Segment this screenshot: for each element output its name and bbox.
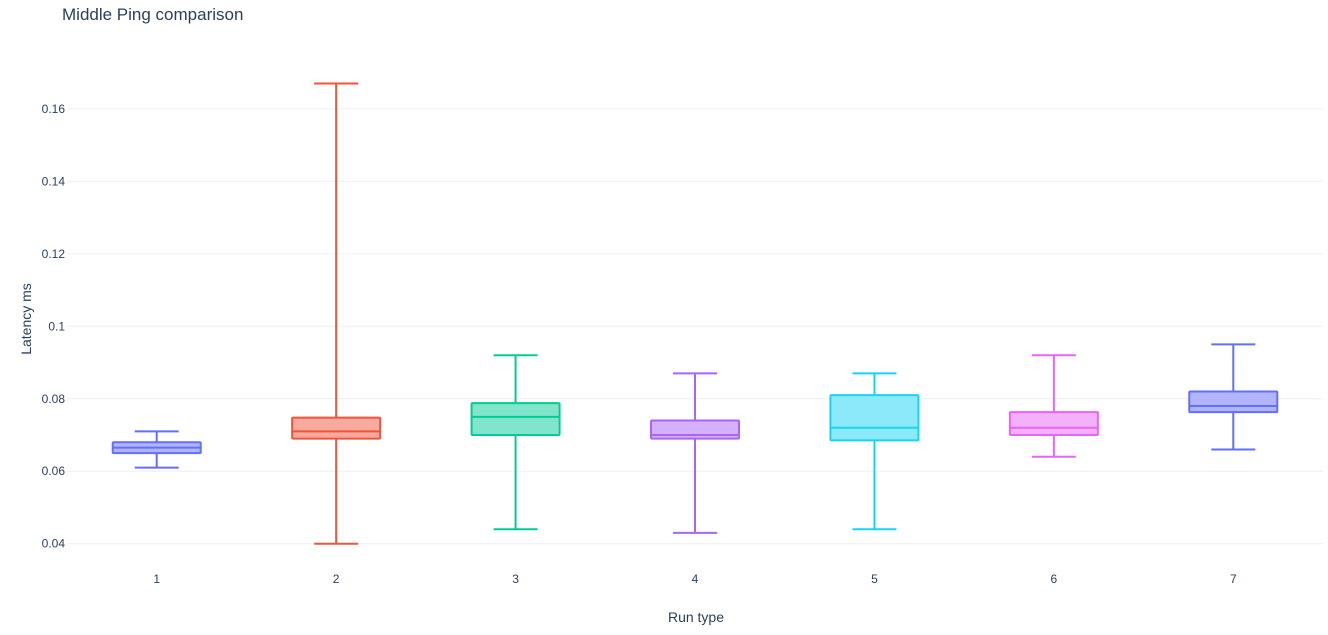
x-tick-label: 4 — [692, 572, 699, 586]
iqr-box — [829, 394, 920, 442]
y-axis-ticks: 0.04 0.06 0.08 0.1 0.12 0.14 0.16 — [42, 102, 66, 551]
iqr-box — [291, 416, 382, 440]
box-series-6 — [1008, 354, 1099, 458]
chart-title: Middle Ping comparison — [62, 5, 244, 24]
x-tick-label: 5 — [871, 572, 878, 586]
x-tick-label: 1 — [153, 572, 160, 586]
box-series-1 — [111, 430, 202, 469]
box-series-3 — [470, 354, 561, 531]
box-series-4 — [650, 372, 740, 534]
box-series-5 — [829, 372, 920, 531]
y-tick-label: 0.04 — [42, 537, 66, 551]
x-tick-label: 2 — [333, 572, 340, 586]
y-axis-title: Latency ms — [18, 283, 34, 355]
y-tick-label: 0.12 — [42, 247, 66, 261]
x-tick-label: 3 — [512, 572, 519, 586]
x-axis-ticks: 1 2 3 4 5 6 7 — [153, 572, 1237, 586]
y-tick-label: 0.06 — [42, 464, 66, 478]
x-tick-label: 6 — [1051, 572, 1058, 586]
box-series-7 — [1188, 343, 1279, 451]
y-tick-label: 0.08 — [42, 392, 66, 406]
boxes — [111, 82, 1279, 545]
iqr-box — [1008, 411, 1099, 437]
y-tick-label: 0.16 — [42, 102, 66, 116]
y-tick-label: 0.14 — [42, 174, 66, 188]
iqr-box — [470, 402, 561, 436]
y-tick-label: 0.1 — [48, 319, 65, 333]
box-series-2 — [291, 82, 382, 545]
x-axis-title: Run type — [668, 609, 724, 625]
iqr-box — [1188, 390, 1279, 414]
x-tick-label: 7 — [1230, 572, 1237, 586]
